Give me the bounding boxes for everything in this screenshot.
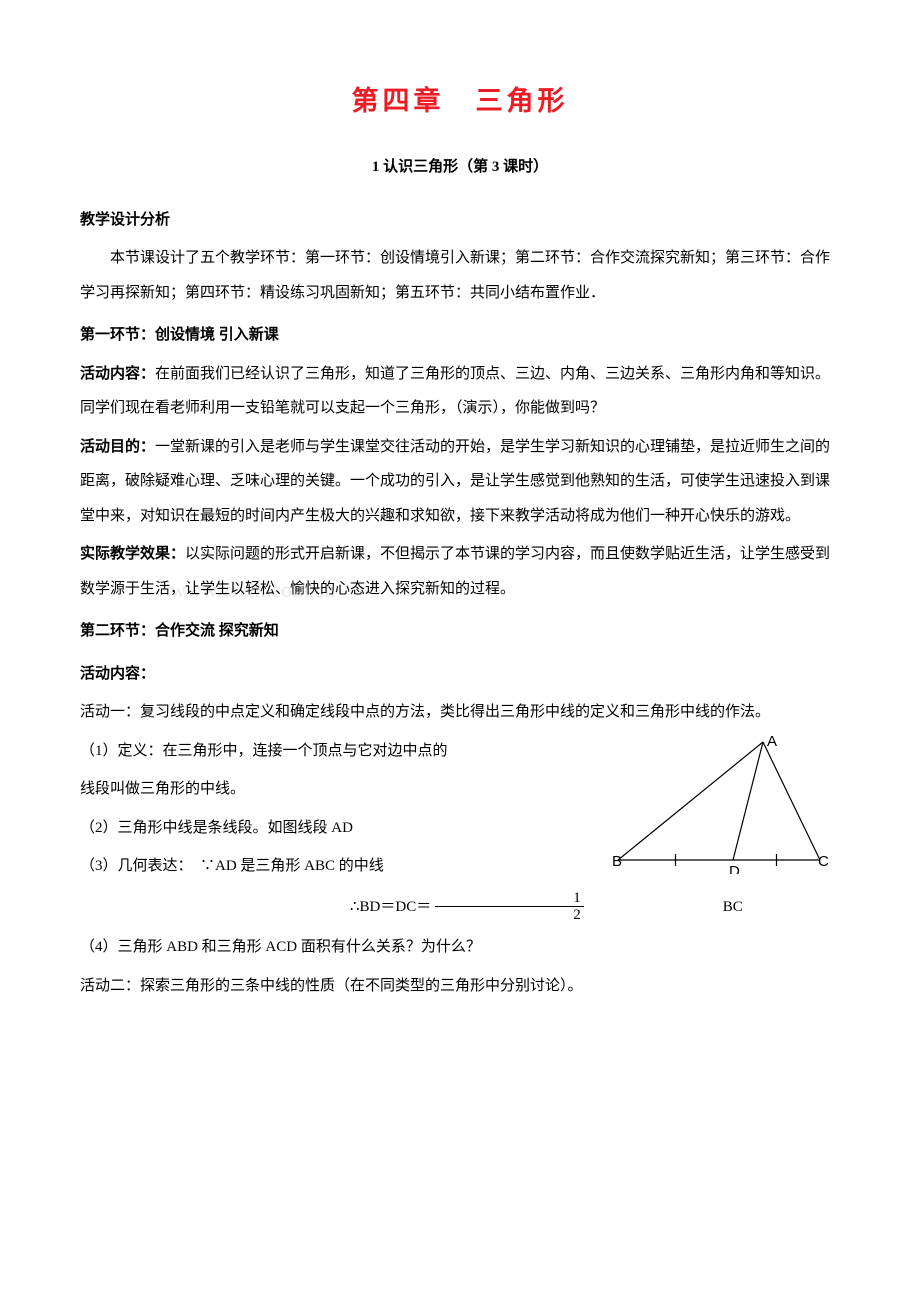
formula-line: ∴BD＝DC＝ 1 2 BC (80, 890, 840, 925)
env1-activity-label: 活动内容： (80, 366, 155, 382)
env1-goal: 活动目的：一堂新课的引入是老师与学生课堂交往活动的开始，是学生学习新知识的心理铺… (80, 430, 840, 534)
svg-text:D: D (729, 863, 740, 874)
fraction-denominator: 2 (435, 907, 584, 924)
env1-effect-label: 实际教学效果： (80, 546, 185, 562)
intro-paragraph: 本节课设计了五个教学环节：第一环节：创设情境引入新课；第二环节：合作交流探究新知… (80, 241, 840, 310)
activity1-text: 活动一：复习线段的中点定义和确定线段中点的方法，类比得出三角形中线的定义和三角形… (80, 695, 840, 730)
fraction-numerator: 1 (435, 890, 584, 908)
def-p4: （4）三角形 ABD 和三角形 ACD 面积有什么关系？为什么？ (80, 930, 840, 965)
env2-heading: 第二环节：合作交流 探究新知 (80, 614, 840, 649)
triangle-svg: A B C D (610, 734, 830, 874)
def-line1: （1）定义：在三角形中，连接一个顶点与它对边中点的 (80, 734, 580, 769)
svg-text:A: A (767, 734, 777, 750)
env1-goal-label: 活动目的： (80, 439, 155, 455)
formula-prefix: ∴BD＝DC＝ (215, 890, 431, 925)
env2-activity-label: 活动内容： (80, 657, 840, 692)
fraction: 1 2 (435, 890, 584, 924)
lesson-subtitle: 1 认识三角形（第 3 课时） (80, 150, 840, 185)
env1-activity-text: 在前面我们已经认识了三角形，知道了三角形的顶点、三边、内角、三边关系、三角形内角… (80, 366, 830, 417)
env1-heading: 第一环节：创设情境 引入新课 (80, 318, 840, 353)
formula-suffix: BC (588, 890, 743, 925)
env1-goal-text: 一堂新课的引入是老师与学生课堂交往活动的开始，是学生学习新知识的心理铺垫，是拉近… (80, 439, 830, 524)
env1-activity: 活动内容：在前面我们已经认识了三角形，知道了三角形的顶点、三边、内角、三边关系、… (80, 357, 840, 426)
design-analysis-heading: 教学设计分析 (80, 203, 840, 238)
env1-effect: 实际教学效果：以实际问题的形式开启新课，不但揭示了本节课的学习内容，而且使数学贴… (80, 537, 840, 606)
definition-with-figure: ABCD （1）定义：在三角形中，连接一个顶点与它对边中点的 线段叫做三角形的中… (80, 734, 840, 846)
svg-text:B: B (612, 853, 622, 870)
svg-text:C: C (818, 853, 829, 870)
triangle-figure: A B C D (610, 734, 830, 888)
activity2-text: 活动二：探索三角形的三条中线的性质（在不同类型的三角形中分别讨论）。 (80, 969, 840, 1004)
env1-effect-text: 以实际问题的形式开启新课，不但揭示了本节课的学习内容，而且使数学贴近生活，让学生… (80, 546, 830, 597)
chapter-title: 第四章 三角形 (80, 70, 840, 132)
